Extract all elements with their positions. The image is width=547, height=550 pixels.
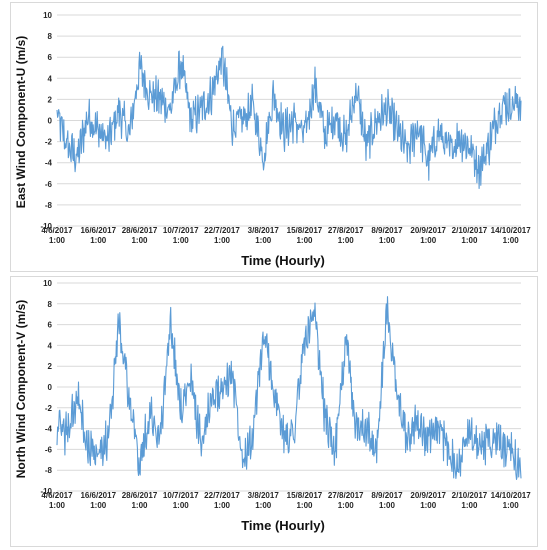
y-tick-label: -10 (40, 487, 52, 496)
y-tick-label: -6 (45, 445, 53, 454)
east-wind-chart: East Wind Component-U (m/s) Time (Hourly… (10, 2, 538, 272)
x-axis-label: Time (Hourly) (241, 253, 325, 268)
x-tick-label: 4/6/2017 (41, 491, 73, 500)
y-tick-label: -8 (45, 466, 53, 475)
x-tick-label: 3/8/2017 (248, 226, 280, 235)
x-tick-label: 15/8/2017 (287, 226, 323, 235)
x-tick-label: 1:00 (255, 501, 272, 510)
y-tick-label: -4 (45, 159, 53, 168)
y-tick-label: -2 (45, 138, 53, 147)
y-tick-label: -2 (45, 404, 53, 413)
y-tick-label: 0 (48, 117, 53, 126)
series-line (56, 45, 522, 190)
x-tick-label: 27/8/2017 (328, 491, 364, 500)
x-tick-label: 16/6/2017 (80, 491, 116, 500)
x-tick-label: 1:00 (131, 501, 148, 510)
y-tick-label: 10 (43, 279, 52, 288)
x-tick-label: 28/6/2017 (122, 226, 158, 235)
y-tick-label: 6 (48, 53, 53, 62)
y-tick-label: 2 (48, 362, 53, 371)
y-tick-label: 8 (48, 300, 53, 309)
x-tick-label: 2/10/2017 (452, 226, 488, 235)
x-tick-label: 1:00 (49, 501, 66, 510)
x-tick-label: 1:00 (503, 236, 520, 245)
x-tick-label: 3/8/2017 (248, 491, 280, 500)
x-tick-label: 1:00 (131, 236, 148, 245)
y-tick-label: 4 (48, 341, 53, 350)
x-tick-label: 1:00 (420, 236, 437, 245)
x-tick-label: 2/10/2017 (452, 491, 488, 500)
x-tick-label: 1:00 (90, 236, 107, 245)
x-tick-label: 1:00 (49, 236, 66, 245)
y-axis-label: East Wind Component-U (m/s) (14, 36, 28, 209)
east-wind-chart-svg: East Wind Component-U (m/s) Time (Hourly… (14, 11, 532, 268)
x-tick-label: 27/8/2017 (328, 226, 364, 235)
x-tick-label: 14/10/2017 (491, 226, 532, 235)
x-tick-label: 10/7/2017 (163, 226, 199, 235)
y-tick-label: -8 (45, 201, 53, 210)
x-tick-label: 20/9/2017 (410, 491, 446, 500)
north-wind-chart: North Wind Component-V (m/s) Time (Hourl… (10, 276, 538, 547)
x-tick-label: 1:00 (461, 501, 478, 510)
x-tick-label: 16/6/2017 (80, 226, 116, 235)
x-tick-label: 20/9/2017 (410, 226, 446, 235)
x-tick-label: 1:00 (255, 236, 272, 245)
x-tick-label: 1:00 (420, 501, 437, 510)
y-tick-label: -4 (45, 425, 53, 434)
x-tick-label: 1:00 (173, 236, 190, 245)
x-tick-label: 1:00 (461, 236, 478, 245)
x-tick-label: 1:00 (90, 501, 107, 510)
x-tick-label: 15/8/2017 (287, 491, 323, 500)
x-tick-label: 14/10/2017 (491, 491, 532, 500)
y-tick-label: 4 (48, 74, 53, 83)
y-tick-label: 8 (48, 32, 53, 41)
x-tick-label: 1:00 (379, 236, 396, 245)
x-tick-label: 10/7/2017 (163, 491, 199, 500)
x-tick-label: 1:00 (214, 501, 231, 510)
x-tick-label: 1:00 (503, 501, 520, 510)
y-tick-label: -6 (45, 180, 53, 189)
x-tick-label: 1:00 (338, 236, 355, 245)
x-tick-label: 8/9/2017 (371, 491, 403, 500)
x-tick-label: 1:00 (173, 501, 190, 510)
x-tick-label: 1:00 (296, 501, 313, 510)
x-axis-label: Time (Hourly) (241, 518, 325, 533)
north-wind-chart-svg: North Wind Component-V (m/s) Time (Hourl… (14, 279, 532, 533)
y-tick-label: 2 (48, 95, 53, 104)
series-line (56, 296, 522, 481)
y-tick-label: 10 (43, 11, 52, 20)
x-tick-label: 1:00 (296, 236, 313, 245)
x-tick-label: 1:00 (379, 501, 396, 510)
y-tick-label: -10 (40, 222, 52, 231)
x-tick-label: 8/9/2017 (371, 226, 403, 235)
x-tick-label: 22/7/2017 (204, 226, 240, 235)
x-tick-label: 4/6/2017 (41, 226, 73, 235)
x-tick-label: 1:00 (214, 236, 231, 245)
x-tick-label: 1:00 (338, 501, 355, 510)
y-tick-label: 0 (48, 383, 53, 392)
x-tick-label: 28/6/2017 (122, 491, 158, 500)
y-tick-label: 6 (48, 321, 53, 330)
x-tick-label: 22/7/2017 (204, 491, 240, 500)
y-axis-label: North Wind Component-V (m/s) (14, 300, 28, 479)
